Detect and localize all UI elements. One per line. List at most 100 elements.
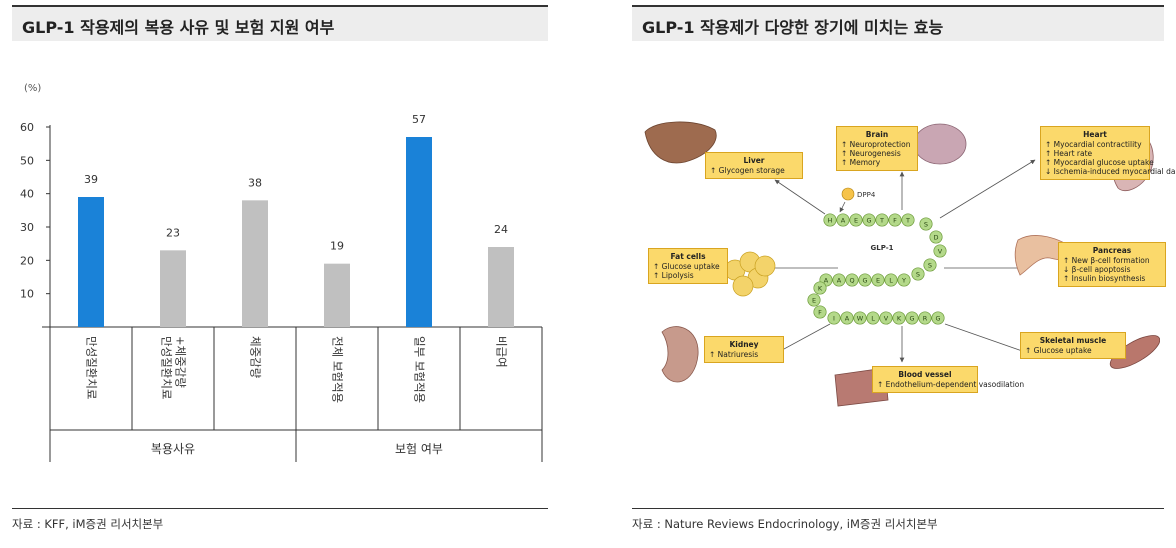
amino-acid-bead: [813, 281, 827, 295]
amino-acid-bead: [892, 311, 906, 325]
y-tick-label: 60: [20, 121, 34, 134]
amino-acid-bead: [862, 213, 876, 227]
dpp4-label: DPP4: [857, 191, 876, 199]
organ-name: Pancreas: [1092, 246, 1132, 255]
organ-effect: ↑ Natriuresis: [709, 350, 759, 359]
right-panel: GLP-1 작용제가 다양한 장기에 미치는 효능 DPP4 H A E G T F T S D V…: [620, 0, 1176, 548]
source-rule: [632, 508, 1164, 509]
diagram-title: GLP-1 작용제가 다양한 장기에 미치는 효능: [642, 18, 944, 37]
organ-effect: ↑ Endothelium-dependent vasodilation: [877, 380, 1025, 389]
amino-acid-letter: A: [845, 315, 850, 323]
data-label: 39: [84, 173, 98, 186]
organ-box-fat-cells: Fat cells ↑ Glucose uptake ↑ Lipolysis: [648, 248, 728, 284]
amino-acid-bead: [840, 311, 854, 325]
amino-acid-letter: A: [824, 277, 829, 285]
amino-acid-bead: [911, 267, 925, 281]
amino-acid-letter: E: [876, 277, 880, 285]
organ-box-brain: Brain ↑ Neuroprotection ↑ Neurogenesis ↑ Me…: [836, 126, 918, 171]
amino-acid-bead: [853, 311, 867, 325]
organ-effect: ↑ Glucose uptake: [1025, 346, 1092, 355]
source-rule: [12, 508, 548, 509]
category-label: 전체 보험적용: [331, 336, 345, 403]
y-tick-label: 30: [20, 221, 34, 234]
amino-acid-letter: E: [854, 217, 858, 225]
data-label: 57: [412, 113, 426, 126]
title-bar: GLP-1 작용제의 복용 사유 및 보험 지원 여부: [12, 7, 548, 41]
amino-acid-bead: [905, 311, 919, 325]
glp1-label: GLP-1: [871, 244, 894, 252]
skeletal-muscle-icon: [1109, 335, 1160, 369]
amino-acid-letter: G: [909, 315, 914, 323]
amino-acid-letter: T: [879, 217, 884, 225]
amino-acid-letter: V: [884, 315, 889, 323]
amino-acid-bead: [879, 311, 893, 325]
brain-icon: [913, 123, 967, 165]
bar-1: [78, 197, 104, 327]
amino-acid-letter: G: [862, 277, 867, 285]
y-tick-label: 50: [20, 154, 34, 167]
category-label: 만성질환치료: [85, 336, 99, 399]
amino-acid-letter: A: [837, 277, 842, 285]
amino-acid-letter: V: [938, 248, 943, 256]
organ-effect: ↑ Myocardial contractility: [1045, 140, 1142, 149]
organ-name: Brain: [865, 130, 889, 139]
dpp4-arrow: [839, 201, 846, 213]
organ-effect: ↑ Glycogen storage: [710, 166, 785, 175]
fat-cell-icon: [732, 275, 754, 297]
amino-acid-letter: S: [916, 271, 920, 279]
amino-acid-letter: K: [897, 315, 902, 323]
amino-acid-letter: A: [841, 217, 846, 225]
glp1-organ-diagram: DPP4 H A E G T F T S D V S S Y L E G Q A A K E F I A W L V K G R G GLP-1…: [640, 100, 1176, 430]
amino-acid-bead: [871, 273, 885, 287]
category-label: 만성질환치료: [160, 336, 174, 399]
data-label: 38: [248, 176, 262, 189]
group-label: 보험 여부: [395, 442, 443, 456]
amino-acid-letter: F: [893, 217, 897, 225]
bar-3: [242, 200, 268, 327]
bar-4: [324, 263, 350, 327]
organ-effect: ↑ Heart rate: [1045, 149, 1093, 158]
amino-acid-bead: [858, 273, 872, 287]
organ-effect: ↓ Ischemia-induced myocardial damage: [1045, 167, 1176, 176]
organ-effect: ↑ Neurogenesis: [841, 149, 901, 158]
y-tick-label: 40: [20, 188, 34, 201]
amino-acid-bead: [884, 273, 898, 287]
amino-acid-letter: F: [818, 309, 822, 317]
amino-acid-bead: [918, 311, 932, 325]
dpp4-enzyme: [841, 187, 855, 201]
organ-effect: ↑ New β-cell formation: [1063, 256, 1150, 265]
amino-acid-bead: [933, 244, 947, 258]
organ-box-pancreas: Pancreas ↑ New β-cell formation ↓ β-cell a…: [1058, 242, 1166, 287]
organ-name: Blood vessel: [898, 370, 952, 379]
organ-effect: ↑ Insulin biosynthesis: [1063, 274, 1146, 283]
data-label: 23: [166, 226, 180, 239]
y-unit-label: (%): [24, 83, 41, 94]
organ-effect: ↑ Myocardial glucose uptake: [1045, 158, 1154, 167]
amino-acid-letter: H: [828, 217, 833, 225]
organ-box-liver: Liver ↑ Glycogen storage: [705, 152, 803, 179]
liver-icon: [644, 121, 717, 164]
amino-acid-letter: G: [935, 315, 940, 323]
amino-acid-bead: [929, 230, 943, 244]
organ-arrow: [944, 323, 1026, 353]
organ-name: Liver: [743, 156, 765, 165]
title-rule: [632, 5, 1164, 7]
amino-acid-letter: E: [812, 297, 816, 305]
amino-acid-bead: [897, 273, 911, 287]
amino-acid-bead: [931, 311, 945, 325]
amino-acid-bead: [832, 273, 846, 287]
amino-acid-bead: [836, 213, 850, 227]
bar-5: [406, 137, 432, 327]
title-bar: GLP-1 작용제가 다양한 장기에 미치는 효능: [632, 7, 1164, 41]
organ-effect: ↑ Glucose uptake: [653, 262, 720, 271]
amino-acid-letter: I: [833, 315, 835, 323]
amino-acid-letter: S: [928, 262, 932, 270]
organ-box-skeletal-muscle: Skeletal muscle ↑ Glucose uptake: [1020, 332, 1126, 359]
amino-acid-letter: K: [818, 285, 823, 293]
organ-box-blood-vessel: Blood vessel ↑ Endothelium-dependent vaso…: [872, 366, 1025, 393]
amino-acid-letter: R: [923, 315, 928, 323]
category-label: 비급여: [495, 336, 509, 368]
amino-acid-letter: G: [866, 217, 871, 225]
category-label: 체중감량: [249, 336, 263, 379]
